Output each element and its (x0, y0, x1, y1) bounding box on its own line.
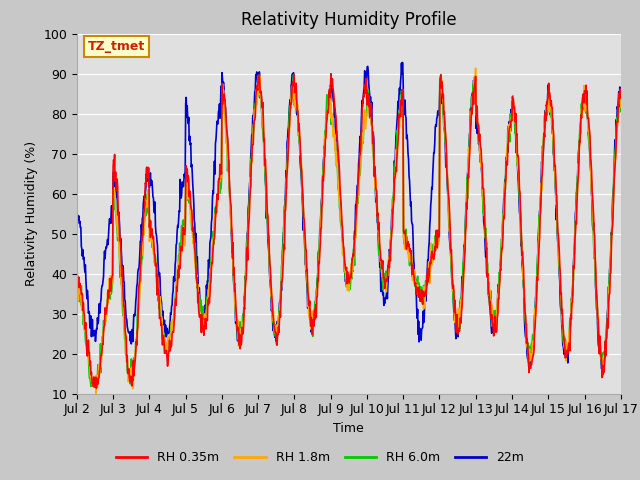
RH 1.8m (92, 391, 100, 396)
RH 6.0m (355, 201, 362, 206)
Line: RH 0.35m: RH 0.35m (77, 74, 621, 388)
RH 0.35m (355, 172, 362, 178)
22m (144, 166, 152, 172)
RH 6.0m (91, 384, 99, 390)
RH 6.0m (467, 122, 475, 128)
Line: RH 6.0m: RH 6.0m (77, 74, 621, 387)
RH 6.0m (582, 101, 590, 107)
Line: RH 1.8m: RH 1.8m (77, 68, 621, 394)
RH 1.8m (472, 65, 479, 71)
RH 0.35m (467, 119, 475, 124)
Legend: RH 0.35m, RH 1.8m, RH 6.0m, 22m: RH 0.35m, RH 1.8m, RH 6.0m, 22m (111, 446, 529, 469)
Line: 22m: 22m (77, 62, 621, 370)
22m (354, 182, 362, 188)
RH 0.35m (218, 171, 225, 177)
RH 0.35m (617, 93, 625, 99)
RH 6.0m (617, 104, 625, 110)
22m (599, 367, 607, 373)
Y-axis label: Relativity Humidity (%): Relativity Humidity (%) (25, 141, 38, 286)
X-axis label: Time: Time (333, 422, 364, 435)
RH 1.8m (355, 186, 362, 192)
RH 0.35m (93, 385, 100, 391)
22m (217, 84, 225, 89)
RH 1.8m (467, 124, 474, 130)
22m (467, 106, 474, 111)
RH 0.35m (327, 71, 335, 77)
RH 1.8m (145, 189, 152, 195)
RH 1.8m (617, 100, 625, 106)
RH 6.0m (437, 72, 445, 77)
22m (399, 60, 406, 65)
RH 0.35m (73, 267, 81, 273)
22m (73, 219, 81, 225)
RH 6.0m (73, 280, 81, 286)
RH 6.0m (218, 176, 225, 182)
RH 1.8m (582, 103, 590, 109)
RH 0.35m (276, 316, 284, 322)
RH 0.35m (582, 101, 590, 107)
22m (582, 102, 590, 108)
Title: Relativity Humidity Profile: Relativity Humidity Profile (241, 11, 456, 29)
RH 6.0m (145, 211, 152, 216)
RH 0.35m (145, 165, 152, 170)
RH 1.8m (218, 175, 225, 180)
RH 6.0m (276, 303, 284, 309)
Text: TZ_tmet: TZ_tmet (88, 40, 145, 53)
22m (617, 87, 625, 93)
RH 1.8m (73, 268, 81, 274)
RH 1.8m (276, 310, 284, 315)
22m (275, 312, 283, 317)
